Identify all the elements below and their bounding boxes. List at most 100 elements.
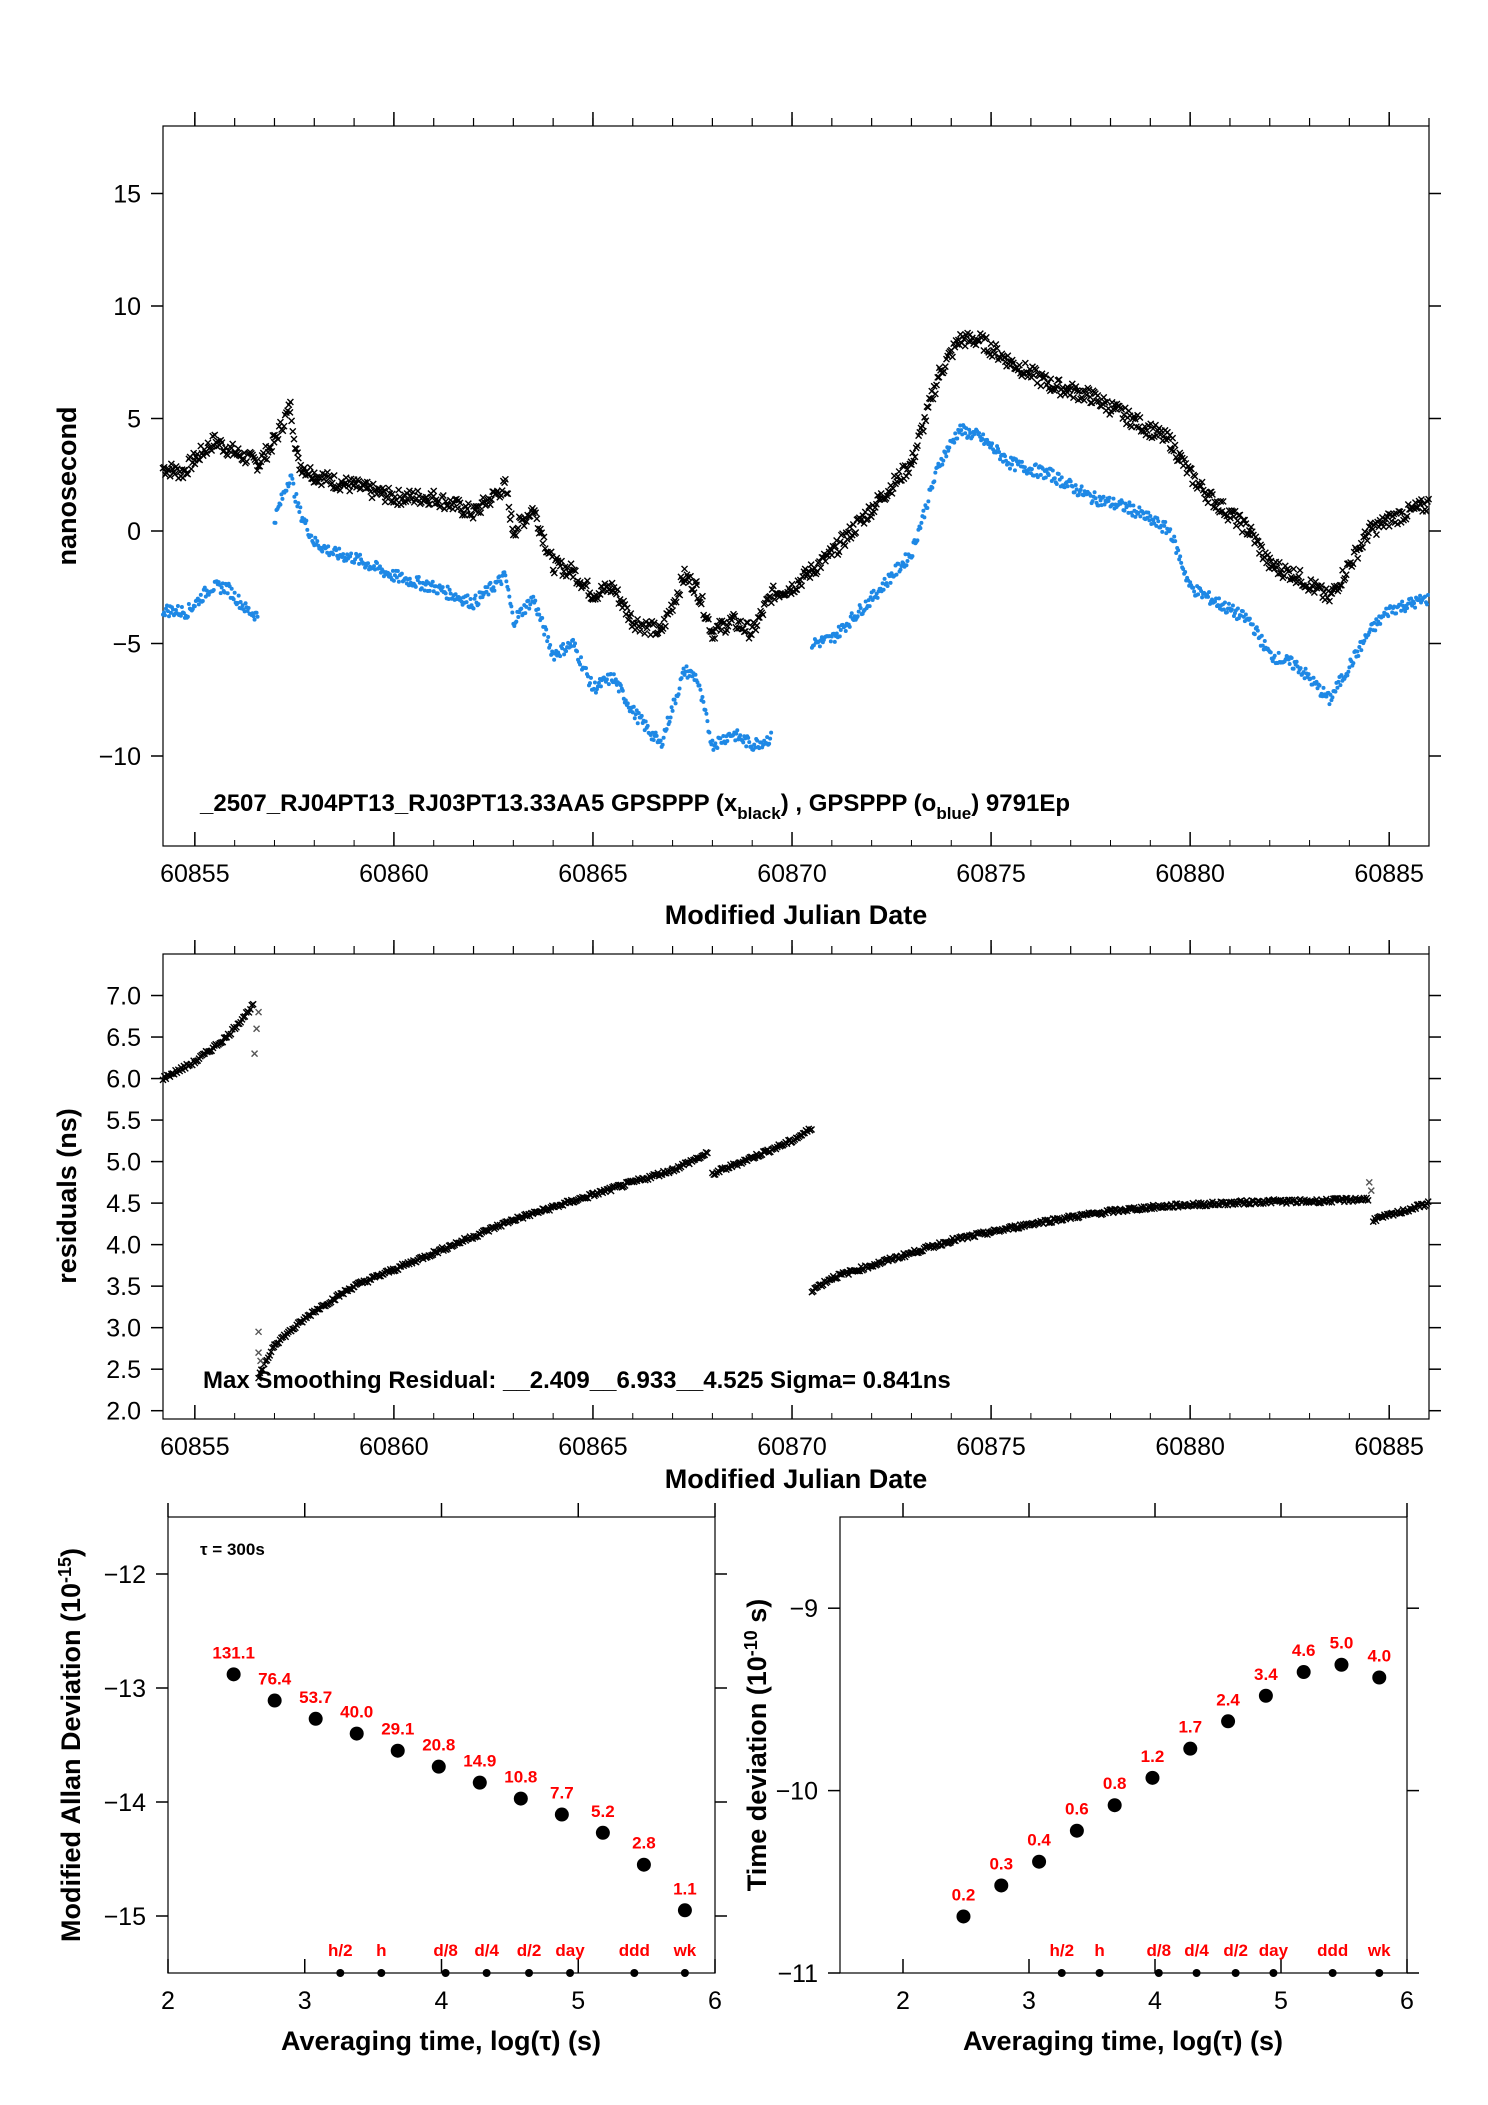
black-x-point xyxy=(1136,413,1144,421)
blue-o-point xyxy=(1151,518,1156,523)
black-x-point xyxy=(505,503,513,511)
blue-o-point xyxy=(562,652,567,657)
x-tick-label: 60880 xyxy=(1155,1433,1225,1461)
black-x-point xyxy=(1219,497,1227,505)
blue-o-point xyxy=(1173,539,1178,544)
annotation-subscript: blue xyxy=(936,804,971,823)
blue-o-point xyxy=(291,481,296,486)
black-x-point xyxy=(1055,376,1063,384)
blue-o-point xyxy=(381,574,386,579)
blue-o-point xyxy=(1409,596,1414,601)
blue-o-point xyxy=(1394,611,1399,616)
blue-o-point xyxy=(967,427,972,432)
blue-o-point xyxy=(1179,560,1184,565)
y-tick-label: −14 xyxy=(104,1789,147,1817)
blue-o-point xyxy=(1070,484,1075,489)
blue-o-point xyxy=(1399,608,1404,613)
blue-o-point xyxy=(1386,614,1391,619)
blue-o-point xyxy=(630,710,635,715)
black-x-point xyxy=(562,572,570,580)
residual-point xyxy=(1424,1198,1432,1206)
blue-o-point xyxy=(595,684,600,689)
black-x-point xyxy=(660,615,668,623)
blue-o-point xyxy=(1339,673,1344,678)
blue-o-point xyxy=(1311,675,1316,680)
blue-o-point xyxy=(1243,612,1248,617)
black-x-point xyxy=(504,490,512,498)
x-tick-label: 6 xyxy=(1400,1987,1414,2015)
residual-point xyxy=(1331,1194,1339,1202)
black-x-point xyxy=(211,431,219,439)
blue-o-point xyxy=(278,502,283,507)
blue-o-point xyxy=(1107,495,1112,500)
black-x-point xyxy=(1066,391,1074,399)
point-label: 7.7 xyxy=(550,1784,574,1803)
y-tick-label: 5.0 xyxy=(106,1149,141,1177)
black-x-point xyxy=(636,627,644,635)
blue-o-point xyxy=(1196,592,1201,597)
tau-marker-label: wk xyxy=(1367,1941,1391,1960)
panel-time-series: 60855 60860 60865 60870 60875 60880 60885 −10 −5… xyxy=(52,112,1441,930)
black-x-point xyxy=(905,469,913,477)
tau-marker-label: d/2 xyxy=(1223,1941,1248,1960)
black-x-point xyxy=(1122,420,1130,428)
y-tick-label: −13 xyxy=(104,1675,146,1703)
blue-o-point xyxy=(575,649,580,654)
x-tick-label: 4 xyxy=(435,1987,449,2015)
blue-o-point xyxy=(828,639,833,644)
black-x-point xyxy=(1143,426,1151,434)
blue-o-point xyxy=(953,431,958,436)
blue-o-point xyxy=(955,436,960,441)
black-x-point xyxy=(835,548,843,556)
blue-o-point xyxy=(552,657,557,662)
black-x-point xyxy=(1193,484,1201,492)
blue-o-point xyxy=(667,719,672,724)
blue-o-point xyxy=(416,575,421,580)
blue-o-point xyxy=(768,736,773,741)
blue-o-point xyxy=(341,552,346,557)
black-x-point xyxy=(1015,361,1023,369)
deviation-point xyxy=(677,1903,692,1918)
blue-o-point xyxy=(660,742,665,747)
black-x-point xyxy=(567,560,575,568)
blue-o-point xyxy=(1226,601,1231,606)
blue-o-point xyxy=(744,744,749,749)
blue-o-point xyxy=(1221,607,1226,612)
tau-marker-label: h xyxy=(1094,1941,1104,1960)
deviation-point xyxy=(472,1775,487,1790)
deviation-point xyxy=(595,1825,610,1840)
black-x-point xyxy=(306,463,314,471)
black-x-point xyxy=(289,427,297,435)
blue-o-point xyxy=(1417,596,1422,601)
black-x-point xyxy=(1255,549,1263,557)
black-x-point xyxy=(1171,441,1179,449)
black-x-point xyxy=(1085,386,1093,394)
black-x-point xyxy=(1073,387,1081,395)
blue-o-point xyxy=(651,738,656,743)
black-x-point xyxy=(924,403,932,411)
blue-o-point xyxy=(471,606,476,611)
y-tick-label: 7.0 xyxy=(106,983,141,1011)
black-x-point xyxy=(910,457,918,465)
black-x-point xyxy=(1359,543,1367,551)
blue-o-point xyxy=(1418,593,1423,598)
blue-o-point xyxy=(1346,669,1351,674)
blue-o-point xyxy=(1155,516,1160,521)
blue-o-point xyxy=(620,688,625,693)
black-x-point xyxy=(608,579,616,587)
blue-o-point xyxy=(855,614,860,619)
point-label: 4.6 xyxy=(1292,1641,1316,1660)
point-label: 0.8 xyxy=(1103,1774,1127,1793)
black-x-point xyxy=(806,574,814,582)
blue-o-point xyxy=(280,496,285,501)
black-x-point xyxy=(672,598,680,606)
black-x-point xyxy=(305,470,313,478)
blue-o-point xyxy=(1254,625,1259,630)
ticks: 60855 60860 60865 60870 60875 60880 60885 −10 −5… xyxy=(99,112,1441,888)
point-label: 1.1 xyxy=(673,1879,697,1898)
black-x-point xyxy=(1037,382,1045,390)
black-x-point xyxy=(1380,523,1388,531)
annotation-part: ) 9791Ep xyxy=(971,790,1070,817)
black-x-point xyxy=(387,498,395,506)
black-x-point xyxy=(849,520,857,528)
